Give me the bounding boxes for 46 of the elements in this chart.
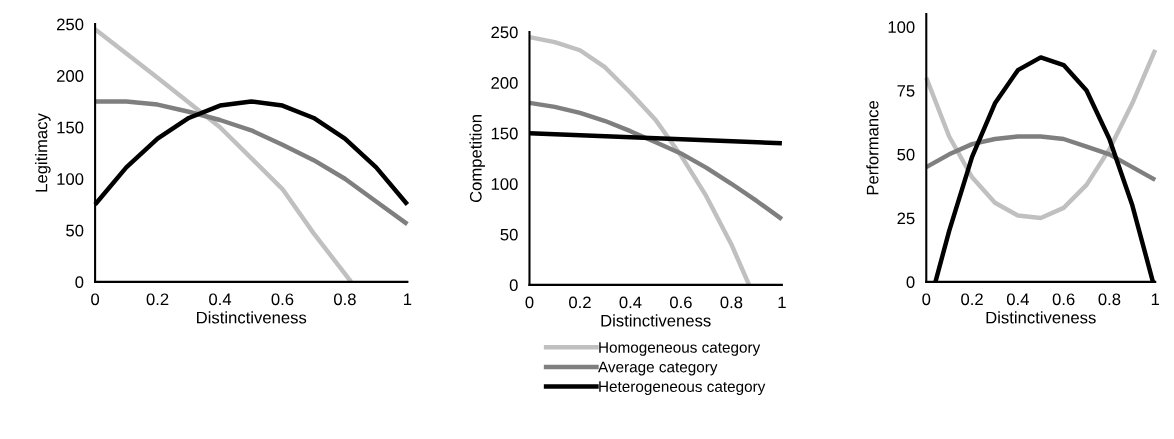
y-axis-title: Legitimacy <box>35 113 51 192</box>
line-series <box>924 47 1158 221</box>
x-tick-label: 0.6 <box>1052 293 1075 306</box>
x-tick-label: 0.6 <box>669 296 692 309</box>
x-tick-label: 0.4 <box>1006 293 1029 306</box>
y-tick-label: 0 <box>509 279 518 292</box>
x-tick-label: 0 <box>922 293 931 306</box>
x-tick-label: 0.2 <box>569 296 591 309</box>
y-tick-label: 50 <box>500 228 518 241</box>
y-tick-label: 50 <box>897 148 915 161</box>
y-tick-label: 250 <box>491 26 518 39</box>
x-tick-label: 0.2 <box>961 293 983 306</box>
y-tick-label: 100 <box>57 173 84 185</box>
y-tick-label: 0 <box>906 276 915 289</box>
legend-label: Homogeneous category <box>599 342 761 356</box>
y-tick-label: 100 <box>888 21 915 33</box>
x-tick-label: 0.8 <box>1098 293 1121 306</box>
x-tick-label: 0.6 <box>271 293 294 306</box>
line-series <box>924 134 1158 183</box>
y-axis-title: Competition <box>469 115 485 203</box>
x-tick-label: 0.4 <box>209 293 232 306</box>
y-tick-label: 25 <box>897 212 915 225</box>
x-tick-label: 1 <box>1151 293 1160 306</box>
y-tick-label: 100 <box>491 178 518 190</box>
y-axis-title: Performance <box>866 100 879 195</box>
y-tick-label: 200 <box>491 77 518 89</box>
x-tick-label: 0.2 <box>146 293 169 306</box>
legend-label: Average category <box>598 361 718 376</box>
x-tick-label: 0.4 <box>619 296 642 309</box>
y-tick-label: 75 <box>897 85 915 97</box>
y-tick-label: 250 <box>57 18 84 31</box>
x-tick-label: 0.8 <box>333 293 356 306</box>
x-axis-title: Distinctiveness <box>986 311 1096 324</box>
y-tick-label: 50 <box>66 224 84 237</box>
x-axis-title: Distinctiveness <box>197 311 307 324</box>
x-tick-label: 1 <box>404 293 412 306</box>
legend-label: Heterogeneous category <box>599 381 766 396</box>
y-tick-label: 0 <box>75 276 84 289</box>
y-tick-label: 200 <box>57 70 84 82</box>
y-tick-label: 150 <box>57 121 84 134</box>
y-tick-label: 150 <box>491 127 518 140</box>
x-tick-label: 1 <box>778 296 786 309</box>
x-tick-label: 0 <box>91 293 100 306</box>
x-axis-title: Distinctiveness <box>601 314 711 327</box>
x-tick-label: 0 <box>525 296 534 309</box>
x-tick-label: 0.8 <box>720 296 743 309</box>
